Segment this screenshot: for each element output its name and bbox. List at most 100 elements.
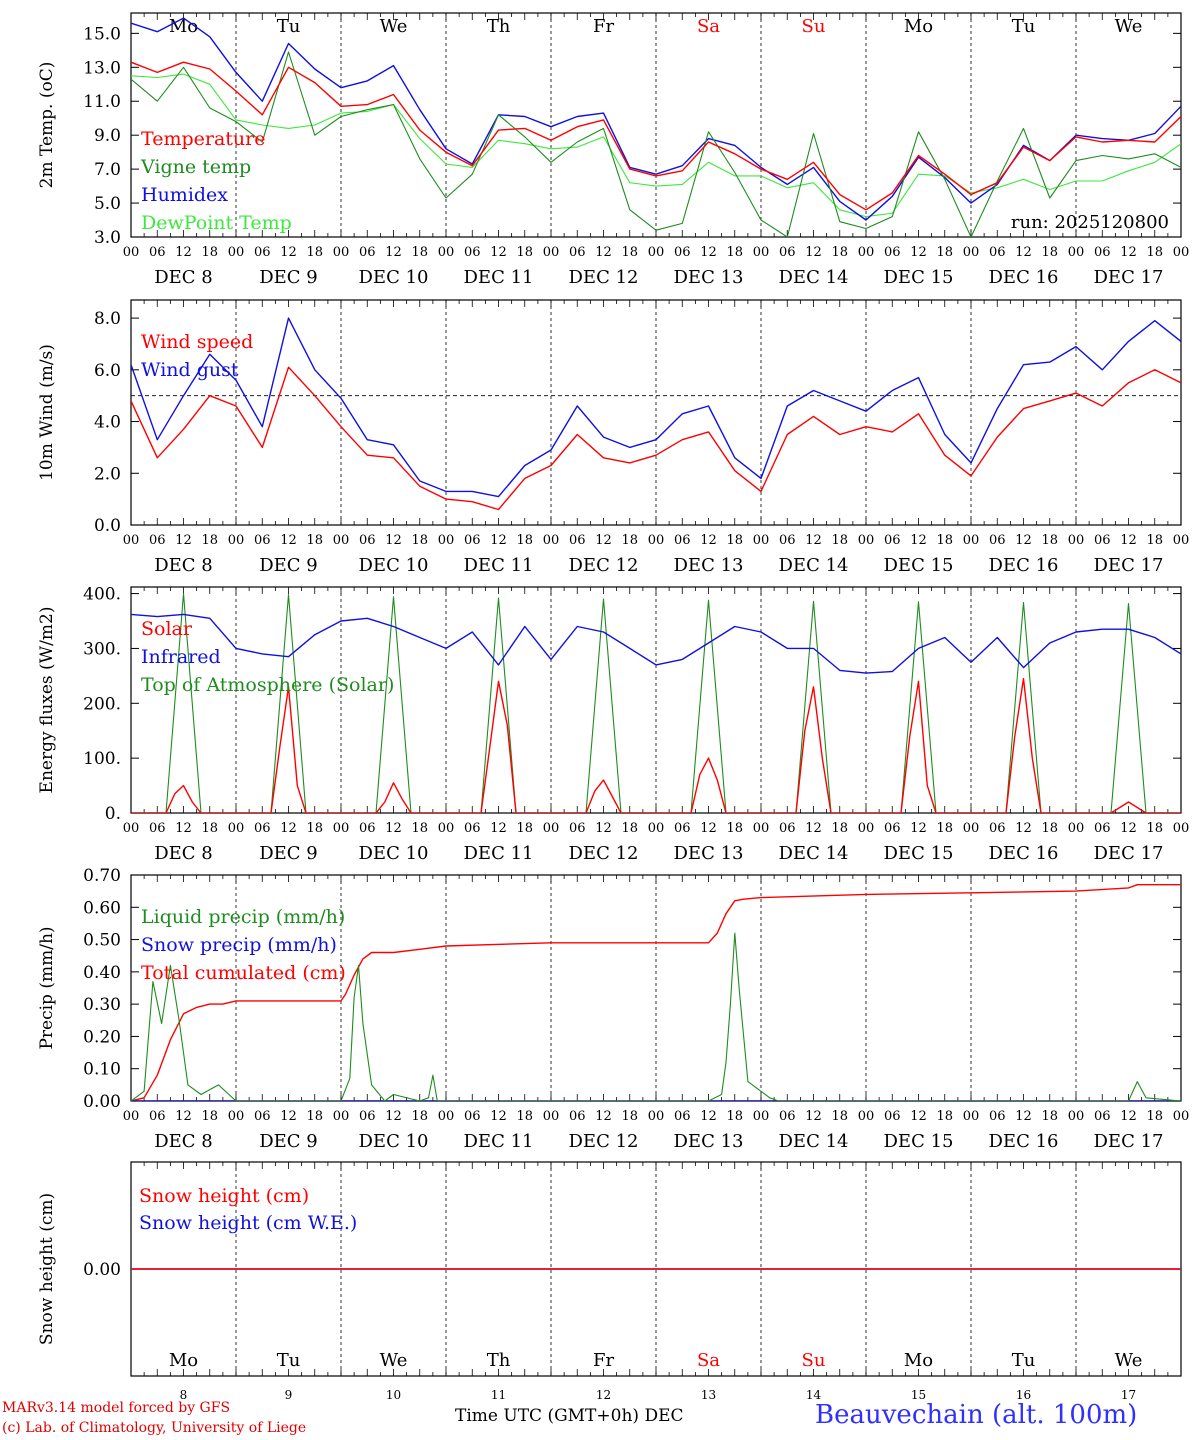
date-label: DEC 15 (884, 1131, 954, 1152)
hour-label: 00 (123, 245, 140, 260)
y-tick-label: 0.40 (83, 963, 121, 983)
hour-label: 12 (805, 245, 822, 260)
series-line-solar (131, 677, 1181, 813)
hour-label: 18 (306, 1109, 323, 1124)
weekday-label: We (380, 1350, 408, 1371)
hour-label: 06 (884, 821, 901, 836)
y-tick-label: 0.0 (94, 516, 121, 536)
date-label: DEC 8 (154, 267, 213, 288)
hour-label: 06 (149, 533, 166, 548)
hour-label: 12 (700, 533, 717, 548)
model-credit: MARv3.14 model forced by GFS (2, 1400, 231, 1416)
hour-label: 00 (333, 533, 350, 548)
hour-label: 06 (464, 1109, 481, 1124)
hour-label: 00 (1068, 245, 1085, 260)
y-tick-label: 13.0 (83, 58, 121, 78)
weekday-label: Tu (1012, 16, 1036, 37)
date-label: DEC 15 (884, 267, 954, 288)
date-label: DEC 13 (674, 555, 744, 576)
hour-label: 06 (464, 245, 481, 260)
hour-label: 18 (621, 245, 638, 260)
hour-label: 06 (464, 533, 481, 548)
hour-label: 12 (1120, 821, 1137, 836)
panel-snow: 0.00 Snow height (cm) Mo 8 Tu 9 We 10 Th 11 Fr 12 Sa… (37, 1161, 1182, 1402)
hour-label: 12 (910, 533, 927, 548)
hour-label: 00 (1173, 821, 1190, 836)
date-label: DEC 10 (359, 1131, 429, 1152)
hour-label: 12 (490, 1109, 507, 1124)
day-number-label: 12 (596, 1388, 611, 1402)
weekday-label: Mo (169, 1350, 198, 1371)
hour-label: 12 (595, 533, 612, 548)
date-label: DEC 11 (464, 843, 534, 864)
legend-entry: Snow height (cm W.E.) (139, 1212, 357, 1234)
y-tick-label: 0.00 (83, 1260, 121, 1280)
hour-label: 00 (858, 821, 875, 836)
hour-label: 18 (1146, 245, 1163, 260)
hour-label: 12 (595, 1109, 612, 1124)
date-label: DEC 14 (779, 1131, 849, 1152)
y-tick-label: 0.70 (83, 866, 121, 886)
hour-label: 00 (1068, 821, 1085, 836)
hour-label: 18 (726, 1109, 743, 1124)
hour-label: 00 (543, 821, 560, 836)
hour-label: 12 (805, 821, 822, 836)
hour-label: 18 (621, 1109, 638, 1124)
hour-label: 00 (858, 533, 875, 548)
hour-label: 00 (333, 245, 350, 260)
hour-label: 18 (516, 1109, 533, 1124)
day-number-label: 16 (1016, 1388, 1031, 1402)
lab-credit: (c) Lab. of Climatology, University of L… (2, 1420, 307, 1436)
hour-label: 06 (989, 533, 1006, 548)
hour-label: 12 (595, 245, 612, 260)
hour-label: 00 (1173, 533, 1190, 548)
date-label: DEC 11 (464, 555, 534, 576)
day-number-label: 17 (1121, 1388, 1136, 1402)
hour-label: 00 (333, 1109, 350, 1124)
hour-label: 18 (621, 821, 638, 836)
y-tick-label: 3.0 (94, 228, 121, 248)
weekday-label: Su (802, 16, 826, 37)
date-label: DEC 12 (569, 555, 639, 576)
hour-label: 18 (306, 245, 323, 260)
legend-entry: Vigne temp (140, 156, 251, 178)
legend-entry: Top of Atmosphere (Solar) (141, 674, 394, 696)
date-label: DEC 9 (259, 843, 318, 864)
y-axis-label: Energy fluxes (W/m2) (37, 607, 57, 794)
hour-label: 18 (201, 245, 218, 260)
hour-label: 12 (700, 821, 717, 836)
hour-label: 12 (490, 533, 507, 548)
y-tick-label: 9.0 (94, 126, 121, 146)
weekday-label: We (380, 16, 408, 37)
weekday-label: Fr (593, 16, 614, 37)
hour-label: 00 (963, 533, 980, 548)
hour-label: 18 (411, 1109, 428, 1124)
hour-label: 00 (753, 533, 770, 548)
hour-label: 12 (280, 245, 297, 260)
legend-entry: Liquid precip (mm/h) (141, 906, 345, 928)
hour-label: 00 (1173, 1109, 1190, 1124)
hour-label: 06 (674, 821, 691, 836)
y-tick-label: 100. (83, 749, 121, 769)
hour-label: 06 (674, 533, 691, 548)
hour-label: 18 (726, 245, 743, 260)
date-label: DEC 12 (569, 1131, 639, 1152)
hour-label: 12 (175, 245, 192, 260)
hour-label: 12 (385, 821, 402, 836)
hour-label: 18 (936, 821, 953, 836)
hour-label: 18 (831, 1109, 848, 1124)
hour-label: 06 (779, 245, 796, 260)
y-tick-label: 0.00 (83, 1092, 121, 1112)
hour-label: 06 (149, 245, 166, 260)
hour-label: 06 (359, 245, 376, 260)
date-label: DEC 16 (989, 555, 1059, 576)
hour-label: 00 (963, 821, 980, 836)
hour-label: 00 (753, 245, 770, 260)
weekday-label: Su (802, 1350, 826, 1371)
y-tick-label: 8.0 (94, 309, 121, 329)
y-axis-label: 10m Wind (m/s) (37, 344, 57, 481)
y-tick-label: 0.20 (83, 1027, 121, 1047)
day-number-label: 13 (701, 1388, 716, 1402)
day-number-label: 10 (386, 1388, 401, 1402)
series-line-total-cumulated-cm (131, 884, 1181, 1101)
